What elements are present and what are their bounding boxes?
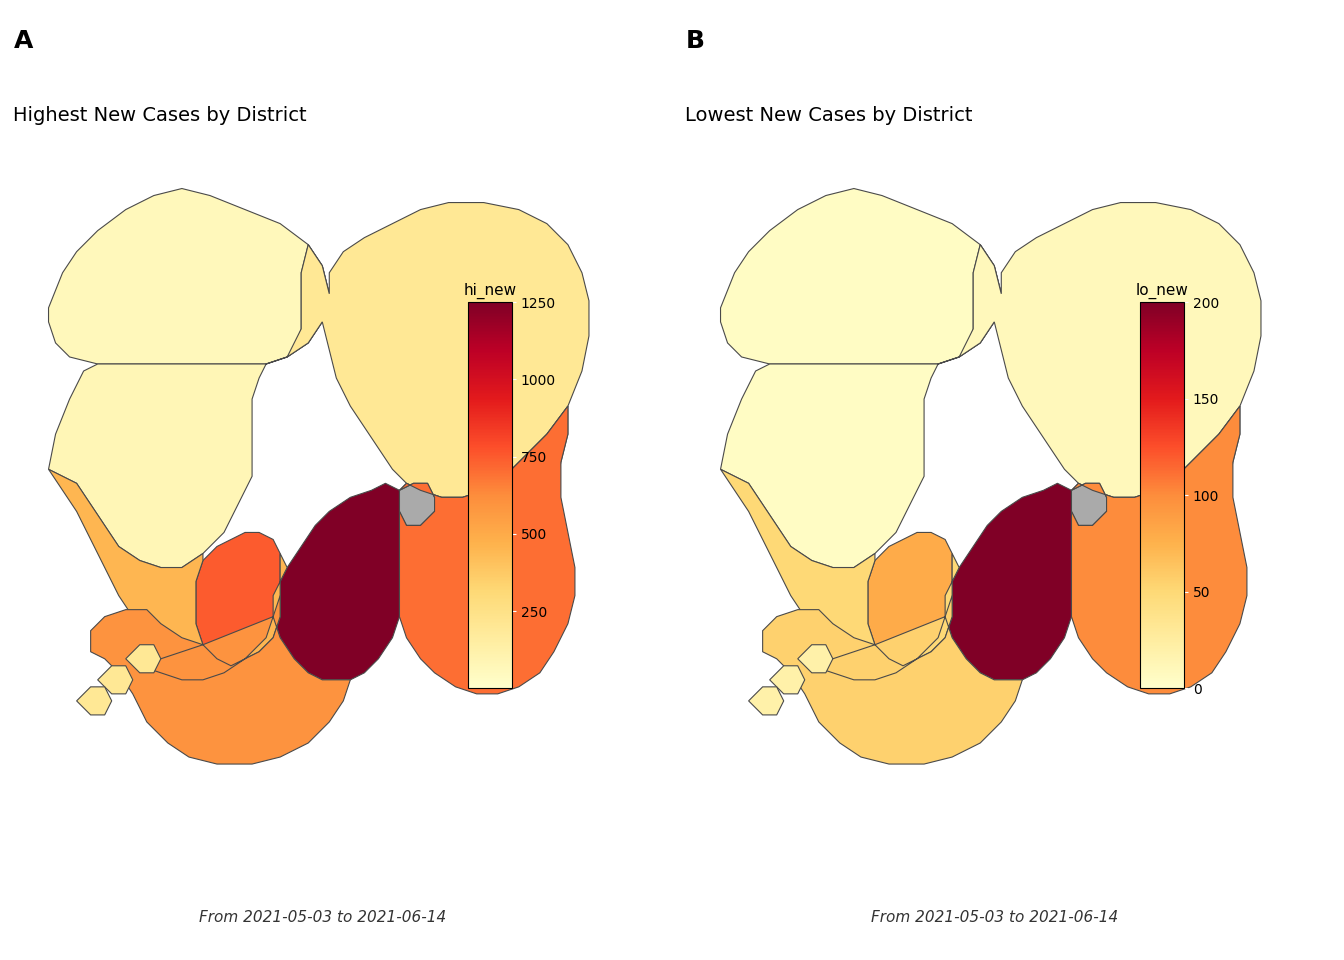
Polygon shape bbox=[196, 533, 280, 666]
Polygon shape bbox=[770, 666, 805, 694]
Polygon shape bbox=[399, 483, 434, 525]
Text: B: B bbox=[685, 29, 704, 53]
Polygon shape bbox=[868, 533, 952, 666]
Text: Lowest New Cases by District: Lowest New Cases by District bbox=[685, 107, 973, 125]
Polygon shape bbox=[960, 203, 1261, 497]
Polygon shape bbox=[48, 469, 288, 666]
Text: A: A bbox=[13, 29, 32, 53]
Polygon shape bbox=[945, 483, 1071, 680]
Polygon shape bbox=[798, 645, 833, 673]
Text: From 2021-05-03 to 2021-06-14: From 2021-05-03 to 2021-06-14 bbox=[199, 910, 446, 924]
Polygon shape bbox=[399, 406, 575, 694]
Polygon shape bbox=[1071, 406, 1241, 637]
Polygon shape bbox=[98, 666, 133, 694]
Text: From 2021-05-03 to 2021-06-14: From 2021-05-03 to 2021-06-14 bbox=[871, 910, 1118, 924]
Polygon shape bbox=[48, 245, 329, 567]
Polygon shape bbox=[1071, 406, 1247, 694]
Polygon shape bbox=[77, 686, 112, 715]
Polygon shape bbox=[48, 188, 329, 364]
Polygon shape bbox=[126, 645, 161, 673]
Polygon shape bbox=[762, 595, 1023, 764]
Polygon shape bbox=[90, 595, 351, 764]
Polygon shape bbox=[720, 469, 960, 666]
Text: Highest New Cases by District: Highest New Cases by District bbox=[13, 107, 306, 125]
Polygon shape bbox=[288, 203, 589, 497]
Polygon shape bbox=[720, 245, 1001, 567]
Polygon shape bbox=[273, 483, 399, 680]
Polygon shape bbox=[1071, 483, 1106, 525]
Polygon shape bbox=[399, 406, 569, 637]
Polygon shape bbox=[720, 188, 1001, 364]
Polygon shape bbox=[749, 686, 784, 715]
